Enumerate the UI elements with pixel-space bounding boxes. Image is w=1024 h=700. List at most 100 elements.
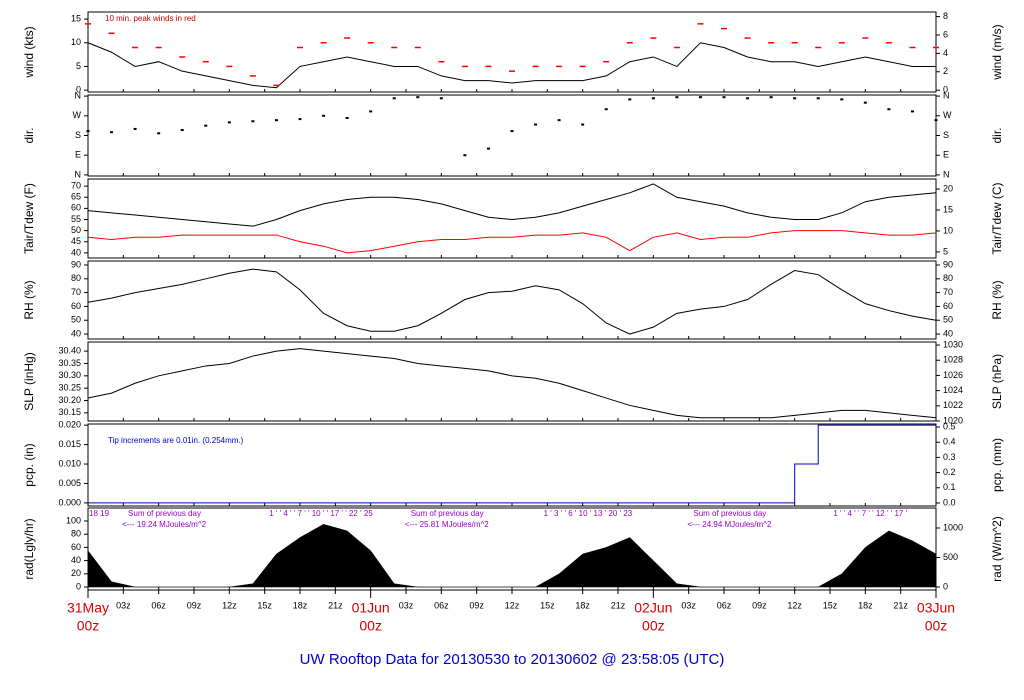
point bbox=[698, 96, 702, 99]
x-tick-label: 06z bbox=[151, 600, 166, 610]
y-tick-label: 100 bbox=[66, 515, 81, 525]
y2-tick-label: 500 bbox=[943, 552, 958, 562]
y2-axis-title: pcp. (mm) bbox=[990, 438, 1004, 492]
y2-tick-label: 20 bbox=[943, 183, 953, 193]
point bbox=[369, 110, 373, 113]
point bbox=[651, 97, 655, 100]
annotation: 10 min. peak winds in red bbox=[105, 14, 196, 23]
y2-tick-label: 10 bbox=[943, 225, 953, 235]
x-tick-label: 21z bbox=[328, 600, 343, 610]
y-tick-label: S bbox=[75, 130, 81, 140]
x-tick-label: 21z bbox=[893, 600, 908, 610]
date-label: 03Jun bbox=[917, 600, 955, 616]
y-tick-label: 60 bbox=[71, 301, 81, 311]
y-tick-label: 55 bbox=[71, 214, 81, 224]
y2-tick-label: 1000 bbox=[943, 522, 963, 532]
y2-axis-title: rad (W/m^2) bbox=[990, 516, 1004, 582]
hour-marks: 1 ' 3 ' ' 6 ' 10 ' 13 ' 20 ' 23 bbox=[544, 509, 633, 518]
y2-tick-label: 1026 bbox=[943, 370, 963, 380]
x-tick-label: 21z bbox=[611, 600, 626, 610]
x-major-label: 00z bbox=[925, 618, 948, 634]
point bbox=[840, 98, 844, 101]
point bbox=[416, 96, 420, 99]
y2-tick-label: 0.1 bbox=[943, 482, 956, 492]
y2-tick-label: 0.3 bbox=[943, 452, 956, 462]
series-line bbox=[87, 42, 936, 89]
y-tick-label: 60 bbox=[71, 542, 81, 552]
y-axis-title: dir. bbox=[22, 127, 36, 143]
x-tick-label: 03z bbox=[681, 600, 696, 610]
day-sum-label: Sum of previous day bbox=[411, 509, 484, 518]
y2-axis-title: dir. bbox=[990, 127, 1004, 143]
x-tick-label: 09z bbox=[752, 600, 767, 610]
point bbox=[910, 110, 914, 113]
point bbox=[251, 120, 255, 123]
hour-marks: 1 ' ' 4 ' ' 7 ' ' 12 ' ' 17 ' bbox=[833, 509, 907, 518]
point bbox=[392, 97, 396, 100]
series-line bbox=[87, 268, 937, 335]
y-tick-label: 30.30 bbox=[58, 370, 81, 380]
point bbox=[298, 118, 302, 121]
point bbox=[227, 121, 231, 124]
y2-axis-title: RH (%) bbox=[990, 280, 1004, 319]
point bbox=[793, 97, 797, 100]
y2-tick-label: 1030 bbox=[943, 339, 963, 349]
y-tick-label: 50 bbox=[71, 225, 81, 235]
x-major-label: 00z bbox=[642, 618, 665, 634]
y-tick-label: N bbox=[75, 90, 82, 100]
x-tick-label: 06z bbox=[434, 600, 449, 610]
y-axis-title: RH (%) bbox=[22, 280, 36, 319]
y-tick-label: 30.25 bbox=[58, 383, 81, 393]
x-tick-label: 09z bbox=[187, 600, 202, 610]
y-tick-label: 15 bbox=[71, 13, 81, 23]
y-tick-label: 0.000 bbox=[58, 497, 81, 507]
annotation: Tip increments are 0.01in. (0.254mm.) bbox=[108, 436, 244, 445]
x-tick-label: 18z bbox=[575, 600, 590, 610]
y2-tick-label: 4 bbox=[943, 48, 948, 58]
point bbox=[604, 108, 608, 111]
y-tick-label: W bbox=[73, 110, 82, 120]
point bbox=[157, 132, 161, 135]
point bbox=[816, 97, 820, 100]
x-tick-label: 18z bbox=[858, 600, 873, 610]
point bbox=[322, 114, 326, 117]
y2-axis-title: wind (m/s) bbox=[990, 24, 1004, 80]
y2-tick-label: 1028 bbox=[943, 355, 963, 365]
y-axis-title: pcp. (in) bbox=[22, 443, 36, 486]
x-tick-label: 15z bbox=[540, 600, 555, 610]
x-major-label: 00z bbox=[77, 618, 100, 634]
y-tick-label: 5 bbox=[76, 61, 81, 71]
point bbox=[746, 97, 750, 100]
y2-axis-title: Tair/Tdew (C) bbox=[990, 182, 1004, 254]
y-axis-title: Tair/Tdew (F) bbox=[22, 183, 36, 254]
y-tick-label: 80 bbox=[71, 273, 81, 283]
point bbox=[345, 116, 349, 119]
y2-tick-label: 0 bbox=[943, 581, 948, 591]
y-tick-label: 0.020 bbox=[58, 420, 81, 430]
day-sum-note: <--- 19.24 MJoules/m^2 bbox=[122, 520, 207, 529]
y2-tick-label: 6 bbox=[943, 29, 948, 39]
point bbox=[274, 119, 278, 122]
series-line bbox=[87, 183, 937, 227]
date-label: 02Jun bbox=[634, 600, 672, 616]
point bbox=[675, 96, 679, 99]
point bbox=[628, 98, 632, 101]
day-sum-note: <--- 24.94 MJoules/m^2 bbox=[687, 520, 772, 529]
y-tick-label: E bbox=[75, 150, 81, 160]
point bbox=[769, 96, 773, 99]
y-tick-label: N bbox=[75, 169, 82, 179]
y2-tick-label: 5 bbox=[943, 246, 948, 256]
x-tick-label: 09z bbox=[469, 600, 484, 610]
date-label: 01Jun bbox=[352, 600, 390, 616]
point bbox=[722, 96, 726, 99]
x-tick-label: 06z bbox=[717, 600, 732, 610]
y-tick-label: 30.35 bbox=[58, 358, 81, 368]
y-tick-label: 30.20 bbox=[58, 395, 81, 405]
y2-tick-label: 50 bbox=[943, 315, 953, 325]
x-tick-label: 12z bbox=[787, 600, 802, 610]
x-tick-label: 03z bbox=[116, 600, 131, 610]
x-tick-label: 15z bbox=[823, 600, 838, 610]
y-tick-label: 50 bbox=[71, 315, 81, 325]
